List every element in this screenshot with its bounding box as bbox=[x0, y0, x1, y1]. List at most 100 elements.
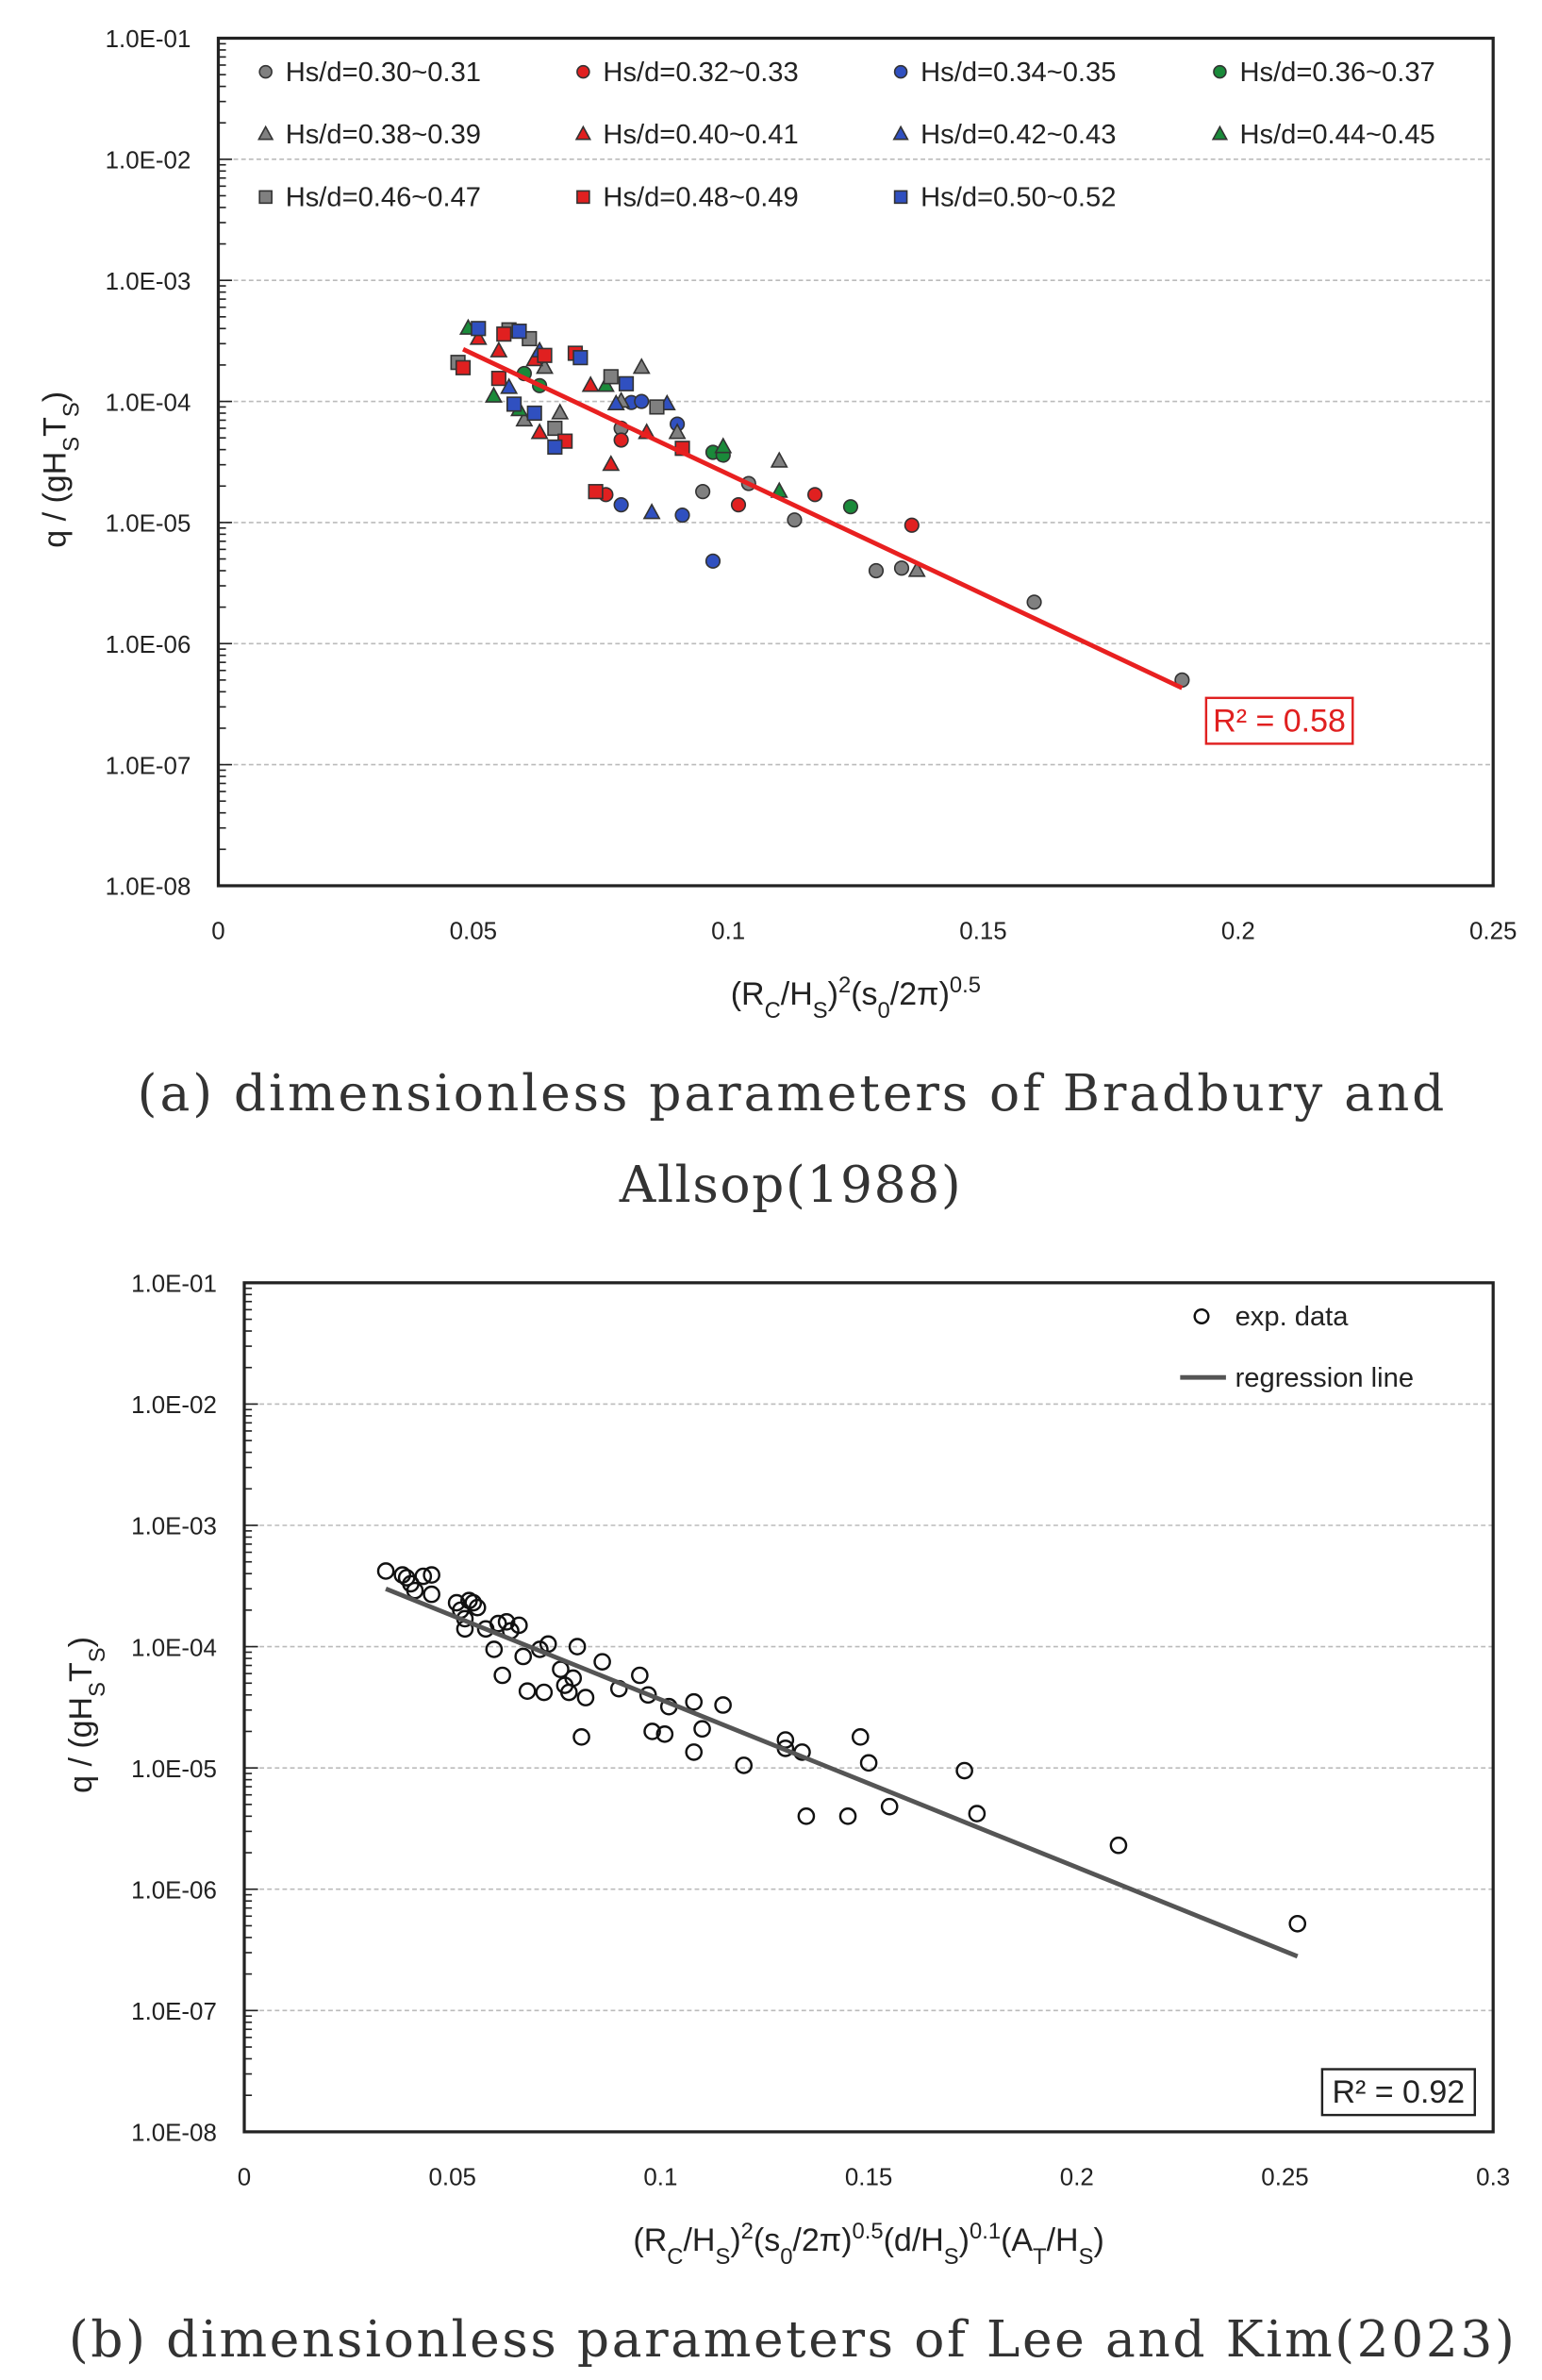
legend-item: Hs/d=0.46~0.47 bbox=[258, 183, 481, 213]
data-point bbox=[496, 326, 512, 342]
data-point bbox=[497, 1613, 516, 1631]
y-tick-label: 1.0E-07 bbox=[106, 753, 191, 779]
data-point bbox=[714, 437, 733, 454]
r-squared-label: R² = 0.92 bbox=[1332, 2074, 1465, 2110]
legend-marker bbox=[576, 64, 590, 79]
data-point bbox=[730, 497, 747, 513]
data-point bbox=[485, 1640, 504, 1658]
y-tick-label: 1.0E-06 bbox=[106, 632, 191, 658]
x-tick-label: 0.1 bbox=[711, 919, 745, 945]
data-point bbox=[547, 439, 563, 456]
label-part: /2π) bbox=[792, 2222, 852, 2258]
legend-marker bbox=[1211, 125, 1229, 141]
label-part: S bbox=[813, 998, 828, 1024]
y-tick-label: 1.0E-02 bbox=[106, 148, 191, 175]
data-point bbox=[506, 396, 522, 412]
data-point bbox=[842, 499, 859, 515]
label-part: ) bbox=[730, 2222, 740, 2258]
legend-label: Hs/d=0.42~0.43 bbox=[920, 120, 1116, 150]
x-tick-label: 0 bbox=[238, 2165, 251, 2191]
legend-marker bbox=[1193, 1307, 1210, 1324]
x-tick-label: 0.1 bbox=[643, 2165, 677, 2191]
data-point bbox=[1109, 1836, 1128, 1855]
r-squared-label: R² = 0.58 bbox=[1213, 703, 1346, 739]
label-part: 2 bbox=[838, 973, 851, 998]
x-tick-label: 0 bbox=[211, 919, 224, 945]
data-point bbox=[511, 324, 527, 340]
data-point bbox=[581, 375, 600, 392]
data-point bbox=[955, 1761, 973, 1780]
data-point bbox=[526, 405, 542, 422]
data-point bbox=[559, 1683, 578, 1702]
y-tick-label: 1.0E-03 bbox=[131, 1514, 217, 1540]
r-squared-box bbox=[1204, 696, 1354, 745]
data-point bbox=[613, 497, 629, 513]
label-part: (s bbox=[851, 976, 877, 1012]
x-tick-label: 0.05 bbox=[450, 919, 497, 945]
data-point bbox=[907, 560, 926, 577]
data-point bbox=[593, 1653, 611, 1671]
data-point bbox=[537, 347, 553, 363]
legend-item: Hs/d=0.44~0.45 bbox=[1211, 120, 1435, 150]
data-point bbox=[535, 1683, 554, 1702]
legend-item: Hs/d=0.36~0.37 bbox=[1213, 58, 1435, 88]
data-point bbox=[469, 328, 488, 345]
legend-label: Hs/d=0.46~0.47 bbox=[286, 183, 481, 213]
label-part: q / (gH bbox=[38, 452, 74, 548]
series bbox=[613, 393, 721, 569]
series bbox=[471, 321, 635, 456]
data-point bbox=[693, 1720, 711, 1739]
label-part: /H bbox=[683, 2222, 715, 2258]
data-point bbox=[455, 359, 472, 375]
x-tick-label: 0.25 bbox=[1469, 919, 1517, 945]
data-point bbox=[631, 1666, 649, 1685]
data-point bbox=[518, 1682, 537, 1701]
data-point bbox=[787, 512, 803, 528]
y-tick-label: 1.0E-05 bbox=[131, 1756, 217, 1783]
legend-label: Hs/d=0.36~0.37 bbox=[1239, 58, 1434, 88]
legend-marker bbox=[1213, 64, 1227, 79]
legend-label: Hs/d=0.38~0.39 bbox=[286, 120, 481, 150]
label-part: S bbox=[85, 1682, 110, 1697]
y-axis-label: q / (gHSTS) bbox=[63, 1637, 110, 1793]
label-part: q / (gH bbox=[63, 1697, 99, 1793]
data-point bbox=[685, 1692, 704, 1711]
label-part: ) bbox=[38, 391, 74, 402]
chart-b: 1.0E-08 1.0E-07 1.0E-06 1.0E-05 1.0E-04 1.0E-… bbox=[63, 1272, 1510, 2270]
data-point bbox=[880, 1797, 899, 1816]
legend-item: Hs/d=0.48~0.49 bbox=[576, 183, 799, 213]
data-point bbox=[547, 420, 563, 437]
data-point bbox=[705, 553, 721, 569]
label-part: 0 bbox=[780, 2244, 792, 2270]
data-point bbox=[859, 1754, 878, 1773]
series bbox=[515, 358, 926, 577]
regression-line bbox=[385, 1586, 1299, 1959]
label-part: C bbox=[765, 998, 781, 1024]
data-point bbox=[602, 455, 621, 472]
legend-label: Hs/d=0.48~0.49 bbox=[603, 183, 798, 213]
label-part: 2 bbox=[741, 2219, 754, 2244]
data-point bbox=[606, 393, 625, 411]
data-point bbox=[510, 1616, 528, 1635]
legend-label: Hs/d=0.40~0.41 bbox=[603, 120, 798, 150]
y-tick-label: 1.0E-03 bbox=[106, 269, 191, 295]
label-part: C bbox=[667, 2244, 683, 2270]
data-point bbox=[638, 1686, 657, 1705]
data-point bbox=[868, 562, 885, 579]
data-point bbox=[484, 386, 503, 403]
data-point bbox=[685, 1743, 704, 1761]
legend-marker bbox=[257, 125, 274, 141]
data-point bbox=[695, 484, 711, 500]
chart-a: 1.0E-08 1.0E-07 1.0E-06 1.0E-05 1.0E-04 1.0E-… bbox=[38, 26, 1517, 1023]
label-part: S bbox=[715, 2244, 730, 2270]
legend-label: regression line bbox=[1235, 1363, 1414, 1393]
y-tick-label: 1.0E-05 bbox=[106, 511, 191, 538]
label-part: (A bbox=[1001, 2222, 1033, 2258]
data-point bbox=[714, 1696, 732, 1714]
data-point bbox=[551, 403, 570, 420]
label-part: ) bbox=[828, 976, 838, 1012]
data-point bbox=[464, 1593, 483, 1612]
data-point bbox=[568, 1638, 587, 1656]
label-part: (R bbox=[731, 976, 765, 1012]
